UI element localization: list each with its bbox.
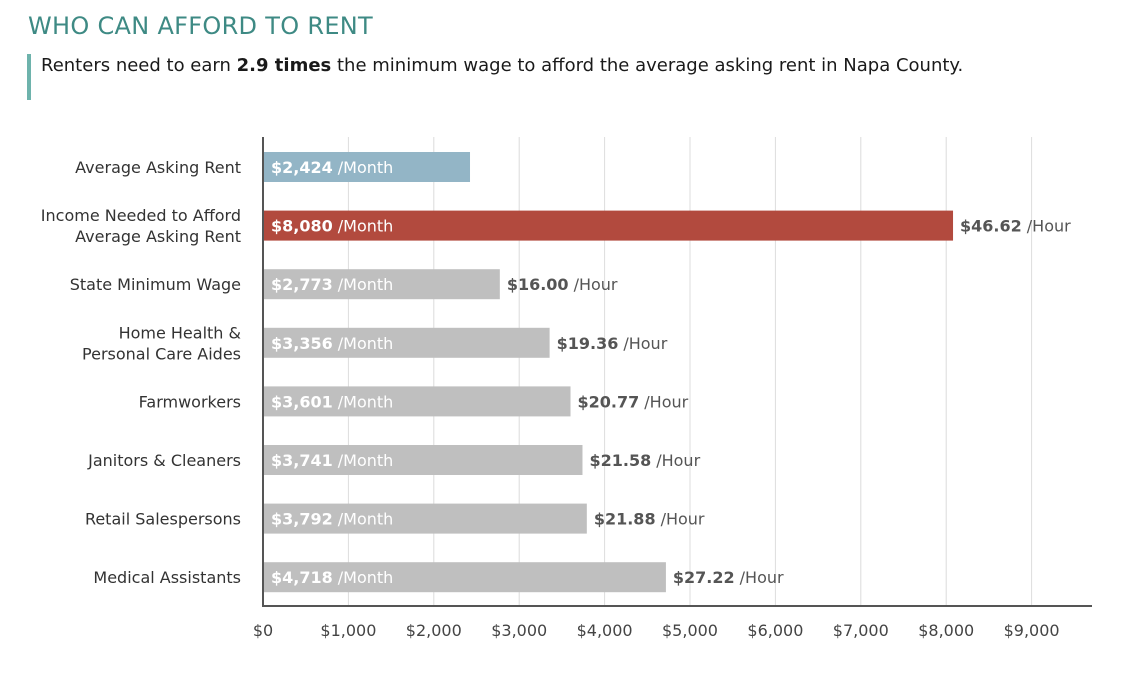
bar-value-label: $2,424/Month bbox=[271, 158, 393, 177]
subtitle-highlight: 2.9 times bbox=[236, 55, 332, 76]
x-tick-label: $5,000 bbox=[662, 621, 718, 640]
x-tick-label: $2,000 bbox=[406, 621, 462, 640]
category-label: Average Asking Rent bbox=[75, 158, 241, 177]
category-label: State Minimum Wage bbox=[70, 275, 241, 294]
category-label: Janitors & Cleaners bbox=[87, 451, 241, 470]
bar bbox=[263, 269, 500, 300]
bar bbox=[263, 445, 583, 475]
x-tick-label: $6,000 bbox=[747, 621, 803, 640]
bar-value-label: $2,773/Month bbox=[271, 275, 393, 294]
bar bbox=[263, 503, 587, 534]
bar-value-label: $3,792/Month bbox=[271, 510, 393, 529]
subtitle-callout: Renters need to earn 2.9 times the minim… bbox=[27, 54, 991, 100]
bar bbox=[263, 386, 571, 417]
bar bbox=[263, 562, 666, 593]
category-label: Income Needed to Afford Average Asking Re… bbox=[41, 206, 241, 246]
x-tick-label: $8,000 bbox=[918, 621, 974, 640]
hourly-wage-label: $19.36/Hour bbox=[557, 334, 668, 353]
x-tick-label: $1,000 bbox=[320, 621, 376, 640]
subtitle: Renters need to earn 2.9 times the minim… bbox=[41, 54, 981, 77]
category-label: Home Health & Personal Care Aides bbox=[82, 323, 241, 363]
x-tick-label: $9,000 bbox=[1004, 621, 1060, 640]
bar-value-label: $8,080/Month bbox=[271, 217, 393, 236]
x-tick-label: $7,000 bbox=[833, 621, 889, 640]
chart-title: WHO CAN AFFORD TO RENT bbox=[28, 12, 373, 40]
hourly-wage-label: $20.77/Hour bbox=[578, 392, 689, 411]
hourly-wage-label: $46.62/Hour bbox=[960, 217, 1071, 236]
hourly-wage-label: $21.88/Hour bbox=[594, 510, 705, 529]
category-label: Farmworkers bbox=[139, 392, 241, 411]
x-tick-label: $4,000 bbox=[577, 621, 633, 640]
hourly-wage-label: $27.22/Hour bbox=[673, 568, 784, 587]
category-label: Medical Assistants bbox=[93, 568, 241, 587]
hourly-wage-label: $21.58/Hour bbox=[589, 451, 700, 470]
subtitle-suffix: the minimum wage to afford the average a… bbox=[336, 55, 964, 76]
x-tick-label: $3,000 bbox=[491, 621, 547, 640]
hourly-wage-label: $16.00/Hour bbox=[507, 275, 618, 294]
category-label: Retail Salespersons bbox=[85, 510, 241, 529]
bar bbox=[263, 152, 471, 182]
bar-value-label: $3,356/Month bbox=[271, 334, 393, 353]
bar-value-label: $3,741/Month bbox=[271, 451, 393, 470]
bar bbox=[263, 210, 954, 241]
bar-value-label: $3,601/Month bbox=[271, 392, 393, 411]
subtitle-prefix: Renters need to earn bbox=[41, 55, 231, 76]
x-tick-label: $0 bbox=[253, 621, 273, 640]
bar-value-label: $4,718/Month bbox=[271, 568, 393, 587]
bar bbox=[263, 327, 550, 358]
